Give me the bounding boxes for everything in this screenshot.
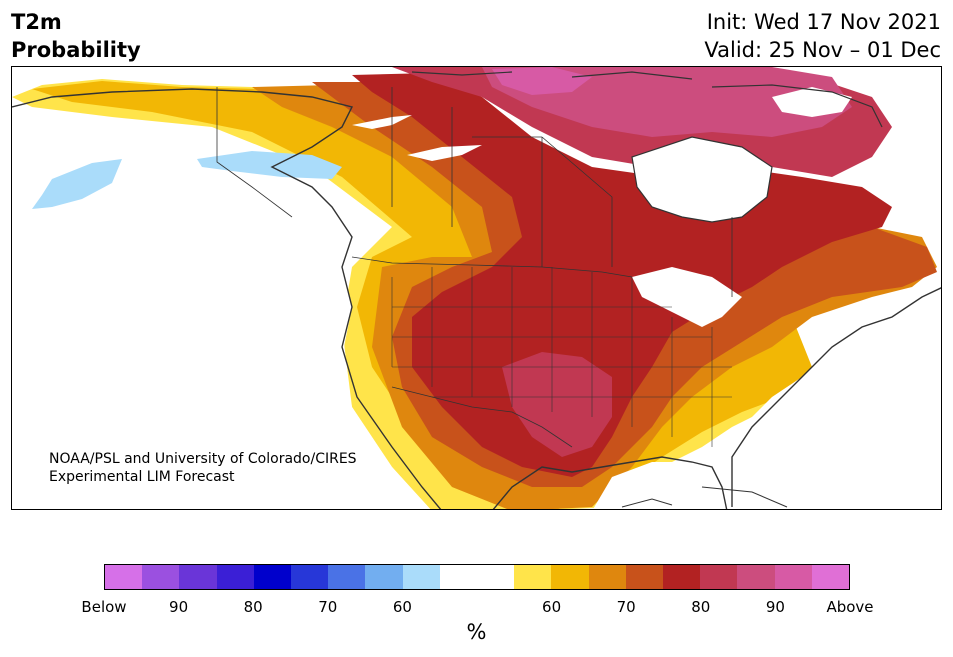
border-states [391, 267, 732, 447]
coastline-hudson-bay [631, 136, 773, 223]
colorbar-label-above-90: 90 [765, 598, 785, 616]
arctic-gap [772, 87, 852, 117]
probability-map-svg [12, 67, 941, 509]
zone-above-95 [492, 67, 592, 95]
colorbar-swatch [477, 565, 515, 589]
colorbar-unit: % [466, 620, 487, 644]
colorbar-label-above-60: 60 [542, 598, 562, 616]
title-type: Probability [11, 38, 141, 62]
valid-period: Valid: 25 Nov – 01 Dec [704, 38, 941, 62]
great-slave-lake [352, 115, 412, 129]
colorbar-swatch [551, 565, 589, 589]
init-date: Init: Wed 17 Nov 2021 [706, 10, 941, 34]
colorbar-swatch [402, 565, 440, 589]
zone-below-60-bering [32, 159, 122, 209]
colorbar-swatch [737, 565, 775, 589]
colorbar-swatch [514, 565, 552, 589]
colorbar-swatch [365, 565, 403, 589]
colorbar-swatch [216, 565, 254, 589]
border-canada-us [351, 256, 633, 278]
forecast-dates: Init: Wed 17 Nov 2021 Valid: 25 Nov – 01… [704, 8, 941, 64]
colorbar-label-above: Above [826, 598, 874, 616]
coastline-arctic-islands [411, 71, 883, 128]
zone-below-60-alaska [197, 151, 342, 179]
forecast-map [11, 66, 942, 510]
colorbar-swatch [105, 565, 143, 589]
colorbar-swatch [179, 565, 217, 589]
gulf-of-mexico [593, 462, 722, 509]
caribbean-islands [621, 486, 788, 508]
colorbar-label-above-70: 70 [616, 598, 636, 616]
border-us-mexico [391, 386, 573, 448]
colorbar-label-below-60: 60 [392, 598, 412, 616]
pacific-ocean [12, 207, 431, 509]
colorbar-label-below-90: 90 [169, 598, 189, 616]
credit-line-2: Experimental LIM Forecast [49, 469, 235, 485]
colorbar-swatch [588, 565, 626, 589]
great-bear-lake [407, 145, 482, 161]
title-variable: T2m [11, 10, 62, 34]
border-alaska [216, 87, 293, 218]
coastline-north-america [12, 88, 941, 509]
colorbar-swatch [663, 565, 701, 589]
credit-text: NOAA/PSL and University of Colorado/CIRE… [49, 450, 357, 486]
zone-above-85-south [502, 352, 612, 457]
colorbar-label-below-80: 80 [243, 598, 263, 616]
colorbar-swatch [700, 565, 738, 589]
colorbar-label-above-80: 80 [691, 598, 711, 616]
colorbar-swatch [253, 565, 292, 589]
atlantic-ocean [702, 278, 941, 509]
probability-colorbar [104, 564, 850, 590]
colorbar-swatch [811, 565, 850, 589]
great-lakes [632, 267, 742, 327]
border-provinces [391, 87, 733, 297]
hudson-bay [632, 137, 772, 222]
colorbar-label-below-70: 70 [318, 598, 338, 616]
colorbar-swatch [625, 565, 664, 589]
colorbar-labels: Below 90 80 70 60 60 70 80 90 Above [81, 598, 873, 618]
colorbar-swatch [291, 565, 329, 589]
colorbar-swatch [439, 565, 478, 589]
map-title: T2m Probability [11, 8, 141, 64]
colorbar-swatch [142, 565, 180, 589]
colorbar-swatch [774, 565, 812, 589]
colorbar-label-below: Below [81, 598, 127, 616]
credit-line-1: NOAA/PSL and University of Colorado/CIRE… [49, 451, 357, 467]
colorbar-swatch [328, 565, 366, 589]
